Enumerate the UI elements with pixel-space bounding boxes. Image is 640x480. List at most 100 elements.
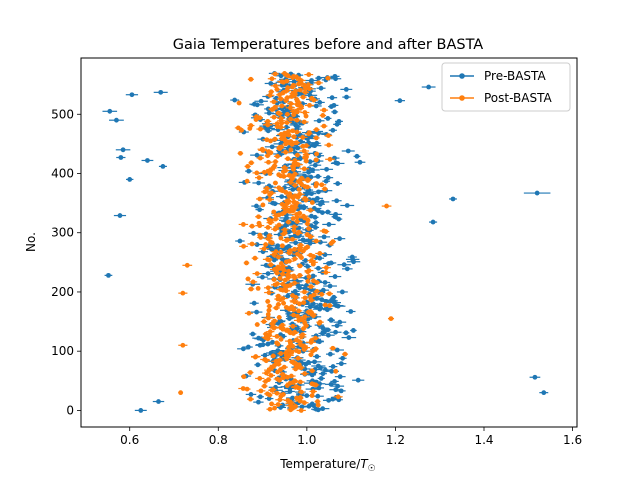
point-marker [333, 211, 339, 217]
point-marker [309, 393, 315, 399]
point-marker [322, 367, 328, 373]
point-marker [342, 351, 348, 357]
post-basta-point [249, 279, 258, 285]
post-basta-point [280, 392, 286, 397]
post-basta-point [296, 272, 303, 278]
point-marker [303, 258, 308, 263]
point-marker [273, 95, 279, 101]
point-marker [309, 368, 315, 374]
point-marker [285, 397, 291, 403]
post-basta-point [299, 94, 307, 100]
post-basta-point [303, 143, 310, 149]
point-marker [339, 289, 345, 295]
post-basta-point [315, 251, 325, 256]
pre-basta-point [262, 271, 274, 276]
point-marker [330, 364, 336, 369]
pre-basta-point [429, 219, 438, 225]
post-basta-point [314, 151, 319, 157]
post-basta-point [279, 322, 286, 328]
point-marker [325, 209, 331, 215]
point-marker [272, 163, 277, 169]
pre-basta-point [116, 155, 126, 160]
point-marker [263, 262, 269, 268]
point-marker [269, 76, 275, 82]
point-marker [302, 89, 308, 95]
pre-basta-point [324, 209, 332, 215]
point-marker [313, 335, 318, 341]
point-marker [275, 243, 281, 249]
post-basta-point [341, 351, 349, 357]
point-marker [273, 216, 279, 222]
point-marker [309, 401, 315, 407]
point-marker [294, 219, 300, 224]
post-basta-point [302, 152, 311, 157]
point-marker [286, 129, 291, 134]
post-basta-point [293, 337, 300, 343]
point-marker [251, 300, 257, 306]
pre-basta-point [340, 203, 355, 208]
post-basta-point [279, 243, 285, 249]
point-marker [305, 244, 310, 250]
point-marker [330, 239, 336, 245]
pre-basta-point [335, 118, 343, 124]
point-marker [249, 241, 255, 247]
post-basta-point [291, 134, 297, 140]
x-tick-label: 0.6 [120, 433, 139, 447]
pre-basta-point [329, 387, 343, 393]
point-marker [138, 408, 144, 413]
point-marker [271, 99, 277, 105]
pre-basta-point [230, 97, 240, 103]
post-basta-point [306, 130, 312, 136]
post-basta-point [252, 271, 262, 276]
post-basta-point [252, 114, 261, 120]
post-basta-point [256, 155, 264, 161]
pre-basta-point [311, 195, 324, 201]
post-basta-point [271, 209, 277, 215]
point-marker [293, 240, 299, 246]
pre-basta-point [341, 335, 357, 340]
pre-basta-point [141, 158, 154, 163]
point-marker [276, 172, 282, 178]
pre-basta-point [325, 381, 338, 387]
point-marker [279, 243, 285, 249]
post-basta-point [271, 71, 279, 77]
post-basta-point [316, 319, 324, 325]
point-marker [262, 352, 268, 358]
x-axis-ticks: 0.6 0.8 1.0 1.2 1.4 1.6 [120, 427, 582, 447]
post-basta-point [325, 75, 331, 81]
post-basta-point [317, 182, 327, 188]
point-marker [319, 291, 325, 297]
point-marker [323, 265, 329, 271]
point-marker [260, 202, 266, 208]
point-marker [329, 95, 335, 101]
point-marker [246, 310, 252, 316]
point-marker [284, 111, 290, 117]
pre-basta-point [113, 213, 127, 218]
point-marker [279, 194, 285, 199]
point-marker [237, 150, 243, 156]
pre-basta-point [317, 287, 330, 293]
point-marker [300, 237, 306, 243]
point-marker [344, 203, 350, 208]
point-marker [266, 110, 272, 116]
point-marker [314, 151, 319, 157]
point-marker [275, 264, 281, 270]
point-marker [259, 146, 265, 152]
point-marker [309, 95, 315, 101]
point-marker [308, 309, 313, 314]
point-marker [256, 220, 262, 226]
post-basta-point [274, 222, 284, 228]
point-marker [248, 396, 253, 402]
point-marker [305, 177, 311, 182]
point-marker [274, 390, 280, 396]
point-marker [272, 318, 277, 324]
post-basta-point [286, 283, 294, 288]
post-basta-point [278, 336, 284, 342]
pre-basta-point [235, 238, 245, 244]
point-marker [327, 283, 333, 289]
point-marker [294, 384, 299, 390]
post-basta-point [321, 265, 331, 271]
point-marker [332, 109, 338, 115]
post-basta-point [313, 181, 320, 186]
point-marker [317, 100, 323, 105]
